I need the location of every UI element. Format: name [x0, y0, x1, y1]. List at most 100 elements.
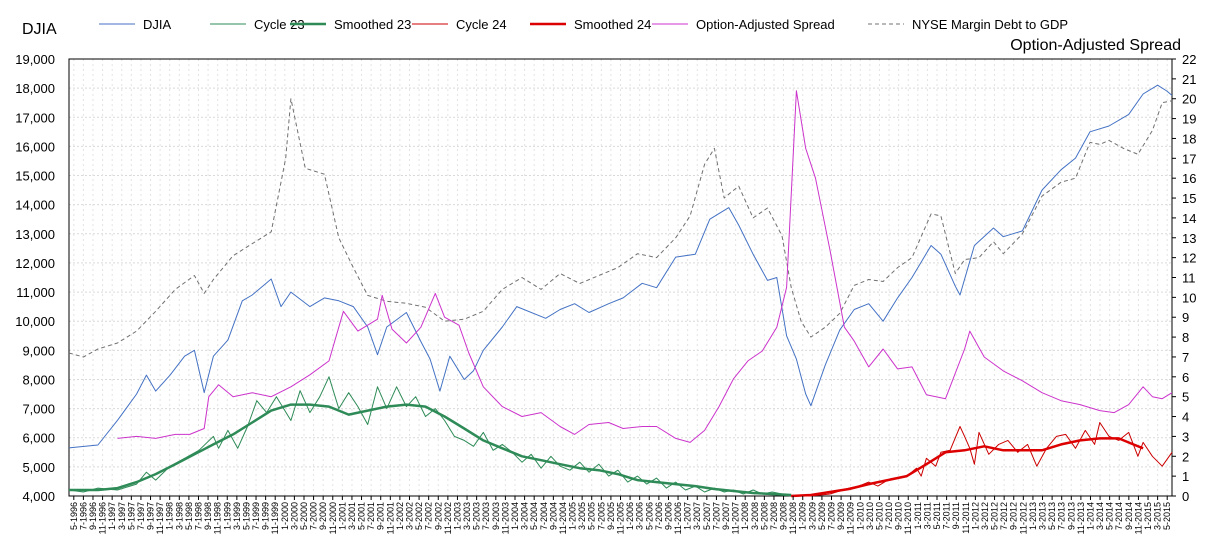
x-tick-label: 7-1997 — [136, 502, 146, 530]
right-tick-label: 22 — [1182, 52, 1196, 67]
left-axis-title: DJIA — [22, 21, 57, 38]
series-line-nyse-margin-debt-to-gdp — [68, 98, 1173, 358]
x-tick-label: 3-2005 — [577, 502, 587, 530]
x-tick-label: 3-2015 — [1153, 502, 1163, 530]
right-tick-label: 12 — [1182, 251, 1196, 266]
x-tick-label: 1-2015 — [1143, 502, 1153, 530]
x-tick-label: 3-2012 — [980, 502, 990, 530]
x-tick-label: 11-2014 — [1133, 502, 1143, 534]
legend: DJIA Cycle 23 Smoothed 23 Cycle 24 Smoothed … — [99, 17, 1068, 32]
x-tick-label: 3-2000 — [289, 502, 299, 530]
left-tick-label: 7,000 — [22, 402, 55, 417]
left-tick-label: 4,000 — [22, 489, 55, 504]
x-tick-label: 1-2006 — [625, 502, 635, 530]
x-tick-label: 5-2014 — [1105, 502, 1115, 530]
right-tick-label: 7 — [1182, 350, 1189, 365]
x-tick-label: 7-2008 — [769, 502, 779, 530]
right-tick-label: 13 — [1182, 231, 1196, 246]
x-tick-label: 5-2012 — [990, 502, 1000, 530]
x-tick-label: 3-2011 — [922, 502, 932, 529]
right-tick-label: 11 — [1182, 271, 1196, 286]
right-tick-label: 1 — [1182, 469, 1189, 484]
left-tick-label: 10,000 — [15, 314, 55, 329]
x-tick-label: 7-2010 — [884, 502, 894, 530]
x-tick-label: 5-2000 — [299, 502, 309, 530]
right-tick-label: 14 — [1182, 211, 1196, 226]
series-line-djia — [68, 84, 1173, 449]
series-line-cycle-23 — [68, 376, 792, 496]
x-tick-label: 3-2004 — [520, 502, 530, 530]
x-tick-label: 7-2012 — [999, 502, 1009, 530]
x-tick-label: 3-2009 — [807, 502, 817, 530]
x-tick-label: 9-2002 — [433, 502, 443, 530]
x-tick-label: 5-2013 — [1047, 502, 1057, 530]
x-tick-label: 7-2001 — [366, 502, 376, 530]
x-tick-label: 1-2005 — [568, 502, 578, 530]
x-tick-label: 7-1996 — [78, 502, 88, 530]
x-tick-label: 11-2001 — [385, 502, 395, 534]
right-tick-label: 15 — [1182, 191, 1196, 206]
legend-label-cycle-24: Cycle 24 — [456, 17, 507, 32]
x-tick-label: 9-2000 — [318, 502, 328, 530]
x-tick-label: 1-1998 — [165, 502, 175, 530]
x-tick-label: 11-2003 — [500, 502, 510, 534]
x-tick-label: 5-2007 — [702, 502, 712, 530]
series-line-smoothed-23 — [69, 403, 792, 497]
x-tick-label: 11-1996 — [98, 502, 108, 534]
x-tick-label: 3-1998 — [174, 502, 184, 530]
x-tick-label: 3-2001 — [347, 502, 357, 530]
series-line-smoothed-24 — [791, 437, 1144, 498]
series-line-option-adjusted-spread — [117, 90, 1173, 443]
x-tick-label: 7-2011 — [942, 502, 952, 529]
x-tick-label: 9-2008 — [779, 502, 789, 530]
left-tick-label: 5,000 — [22, 460, 55, 475]
x-tick-label: 3-2002 — [404, 502, 414, 530]
x-tick-label: 5-2011 — [932, 502, 942, 529]
right-tick-label: 5 — [1182, 390, 1189, 405]
x-tick-label: 5-2004 — [529, 502, 539, 530]
right-axis-title: Option-Adjusted Spread — [1010, 37, 1181, 54]
x-tick-label: 9-2004 — [548, 502, 558, 530]
x-tick-label: 5-2010 — [874, 502, 884, 530]
left-axis-ticks: 4,000 5,000 6,000 7,000 8,000 9,000 10,000 11,0… — [15, 52, 55, 504]
right-tick-label: 3 — [1182, 429, 1189, 444]
x-tick-label: 1-2010 — [855, 502, 865, 530]
right-tick-label: 20 — [1182, 92, 1196, 107]
x-tick-label: 7-2000 — [309, 502, 319, 530]
x-tick-label: 9-2001 — [376, 502, 386, 530]
x-tick-label: 7-1998 — [193, 502, 203, 530]
right-tick-label: 16 — [1182, 171, 1196, 186]
left-tick-label: 8,000 — [22, 372, 55, 387]
x-tick-label: 9-2011 — [951, 502, 961, 529]
x-tick-label: 3-2007 — [692, 502, 702, 530]
x-tick-label: 1-2007 — [683, 502, 693, 530]
x-tick-label: 7-2007 — [711, 502, 721, 530]
x-tick-label: 1-2011 — [913, 502, 923, 529]
right-tick-label: 0 — [1182, 489, 1189, 504]
x-tick-label: 5-2001 — [357, 502, 367, 530]
x-tick-label: 1-2014 — [1085, 502, 1095, 530]
x-tick-label: 9-2005 — [606, 502, 616, 530]
left-tick-label: 17,000 — [15, 110, 55, 125]
x-tick-label: 9-2010 — [894, 502, 904, 530]
x-tick-label: 1-2000 — [280, 502, 290, 530]
x-tick-label: 9-2009 — [836, 502, 846, 530]
x-tick-label: 9-2012 — [1009, 502, 1019, 530]
left-tick-label: 9,000 — [22, 343, 55, 358]
x-tick-label: 9-1998 — [203, 502, 213, 530]
x-tick-label: 7-2006 — [654, 502, 664, 530]
x-tick-label: 11-2006 — [673, 502, 683, 534]
x-tick-label: 5-2008 — [759, 502, 769, 530]
x-tick-label: 11-2005 — [616, 502, 626, 534]
x-tick-label: 3-1999 — [232, 502, 242, 530]
legend-label-smoothed-24: Smoothed 24 — [574, 17, 651, 32]
x-tick-label: 1-2004 — [510, 502, 520, 530]
x-tick-label: 3-2008 — [750, 502, 760, 530]
x-tick-label: 11-1997 — [155, 502, 165, 534]
right-tick-label: 6 — [1182, 370, 1189, 385]
left-tick-label: 15,000 — [15, 169, 55, 184]
legend-label-cycle-23: Cycle 23 — [254, 17, 305, 32]
